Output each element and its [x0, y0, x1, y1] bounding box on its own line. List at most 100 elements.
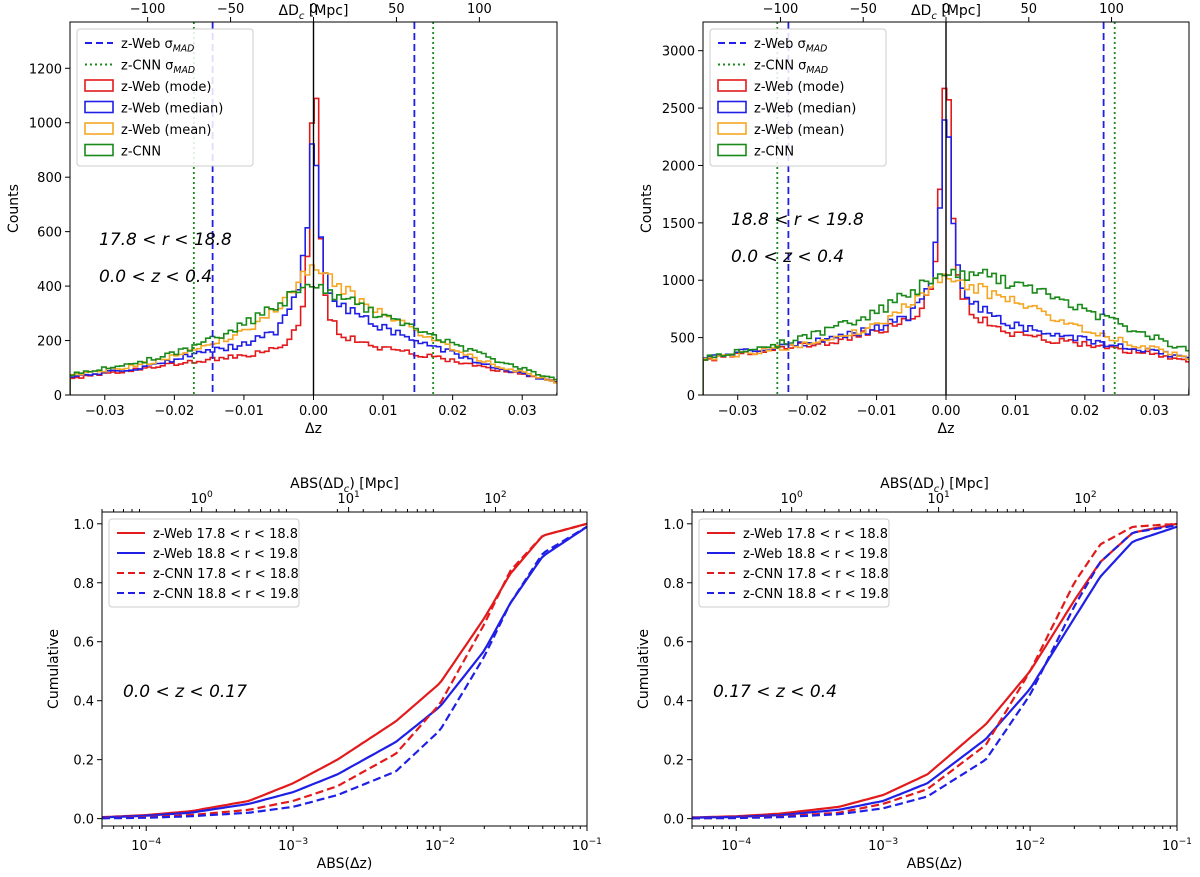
series-z-web-mean-: [703, 273, 1189, 395]
y-tick-label: 0.0: [73, 813, 94, 828]
y-tick-label: 1200: [29, 62, 62, 77]
legend-label: z-Web σMAD: [121, 37, 194, 55]
legend-label: z-Web (mean): [121, 123, 211, 138]
legend-swatch: [717, 143, 747, 157]
top-tick-label: 0: [309, 2, 317, 17]
x-tick-label: 0.00: [299, 404, 328, 419]
y-axis-label: Cumulative: [46, 629, 62, 709]
top-tick-label: −50: [850, 2, 877, 17]
top-tick-label: 101: [927, 490, 949, 507]
x-tick-label: 10−3: [278, 837, 308, 854]
legend-label: z-CNN 17.8 < r < 18.8: [743, 567, 889, 582]
y-tick-label: 0: [54, 389, 62, 404]
x-tick-label: −0.01: [857, 404, 897, 419]
series-z-cnn-18-8-r-19-8: [102, 525, 587, 820]
y-tick-label: 600: [37, 226, 62, 241]
top-tick-label: 100: [191, 490, 214, 507]
legend-box: [709, 28, 887, 167]
top-tick-label: 101: [337, 490, 359, 507]
legend-label: z-CNN 18.8 < r < 19.8: [153, 587, 299, 602]
plot-area: [102, 522, 587, 820]
series-z-cnn-17-8-r-18-8: [102, 522, 587, 820]
x-tick-label: 0.00: [932, 404, 961, 419]
top-tick-label: −100: [763, 2, 799, 17]
x-tick-label: 0.03: [508, 404, 537, 419]
legend-swatch: [84, 122, 114, 135]
legend-label: z-Web 17.8 < r < 18.8: [153, 527, 298, 542]
y-axis-label: Cumulative: [636, 629, 652, 709]
series-z-web-17-8-r-18-8: [692, 522, 1177, 819]
annotation: 18.8 < r < 19.8: [731, 210, 864, 230]
top-tick-label: 102: [1074, 490, 1096, 507]
y-tick-label: 0.4: [73, 695, 94, 710]
y-tick-label: 3000: [662, 45, 695, 60]
legend-swatch: [84, 143, 114, 157]
y-tick-label: 1000: [662, 274, 695, 289]
x-tick-label: 0.02: [438, 404, 467, 419]
y-tick-label: 1500: [662, 217, 695, 232]
y-tick-label: 2000: [662, 159, 695, 174]
top-tick-label: 50: [388, 2, 405, 17]
x-tick-label: 0.01: [1001, 404, 1030, 419]
legend-swatch: [717, 122, 747, 135]
y-tick-label: 0.6: [73, 636, 94, 651]
x-tick-label: −0.02: [787, 404, 827, 419]
x-tick-label: −0.02: [154, 404, 194, 419]
legend-label: z-Web (median): [121, 102, 223, 117]
x-axis-label: Δz: [938, 421, 955, 437]
panel-hist2: −0.03 −0.02 −0.01 0.00 0.01 0.02 0.03050010001…: [639, 2, 1190, 437]
panel-cum1: 10−4 10−3 10−2 10−1 0.0 0.2 0.4 0.6 0.8 1.0 100 101…: [46, 476, 602, 872]
y-tick-label: 0: [687, 389, 695, 404]
series-z-web-mode-: [70, 97, 557, 395]
x-tick-label: −0.01: [224, 404, 264, 419]
legend-label: z-Web σMAD: [754, 37, 827, 55]
x-tick-label: 10−1: [1162, 837, 1192, 854]
annotation: 0.17 < z < 0.4: [713, 682, 837, 702]
y-tick-label: 1.0: [73, 518, 94, 533]
y-tick-label: 0.4: [663, 695, 684, 710]
top-axis-label: ABS(ΔDc) [Mpc]: [880, 476, 989, 495]
y-tick-label: 0.0: [663, 813, 684, 828]
legend-label: z-Web 18.8 < r < 19.8: [153, 547, 298, 562]
legend-swatch: [717, 79, 747, 92]
top-tick-label: 102: [484, 490, 506, 507]
top-tick-label: −100: [130, 2, 166, 17]
top-tick-label: 50: [1020, 2, 1037, 17]
legend-box: [698, 518, 890, 608]
top-axis-label: ΔDc [Mpc]: [911, 3, 981, 22]
x-axis-label: ABS(Δz): [317, 856, 373, 872]
y-tick-label: 1000: [29, 117, 62, 132]
legend-label: z-CNN: [121, 145, 161, 160]
x-tick-label: 10−4: [721, 837, 751, 854]
legend-box: [76, 28, 254, 167]
y-tick-label: 800: [37, 171, 62, 186]
annotation: 0.0 < z < 0.4: [731, 247, 844, 267]
top-tick-label: −50: [217, 2, 244, 17]
y-tick-label: 200: [37, 335, 62, 350]
series-z-cnn-17-8-r-18-8: [692, 522, 1177, 820]
x-tick-label: 10−1: [572, 837, 602, 854]
y-axis-label: Counts: [6, 184, 22, 233]
y-tick-label: 400: [37, 280, 62, 295]
annotation: 0.0 < z < 0.17: [123, 682, 247, 702]
x-tick-label: 10−3: [868, 837, 898, 854]
axes-frame: [691, 511, 1178, 827]
legend-swatch: [84, 79, 114, 92]
legend-label: z-Web (mean): [754, 123, 844, 138]
top-tick-label: 100: [1099, 2, 1124, 17]
legend-label: z-Web (mode): [121, 80, 211, 95]
y-tick-label: 0.8: [663, 577, 684, 592]
plot-area: [692, 522, 1177, 820]
y-tick-label: 500: [670, 332, 695, 347]
y-tick-label: 1.0: [663, 518, 684, 533]
legend-label: z-CNN σMAD: [121, 59, 195, 77]
x-tick-label: 0.01: [369, 404, 398, 419]
legend-label: z-Web 17.8 < r < 18.8: [743, 527, 888, 542]
y-axis-label: Counts: [639, 184, 655, 233]
top-tick-label: 100: [781, 490, 804, 507]
x-tick-label: 0.03: [1140, 404, 1169, 419]
axes-frame: [101, 511, 588, 827]
annotation: 17.8 < r < 18.8: [99, 230, 232, 250]
top-tick-label: 100: [467, 2, 492, 17]
y-tick-label: 0.6: [663, 636, 684, 651]
